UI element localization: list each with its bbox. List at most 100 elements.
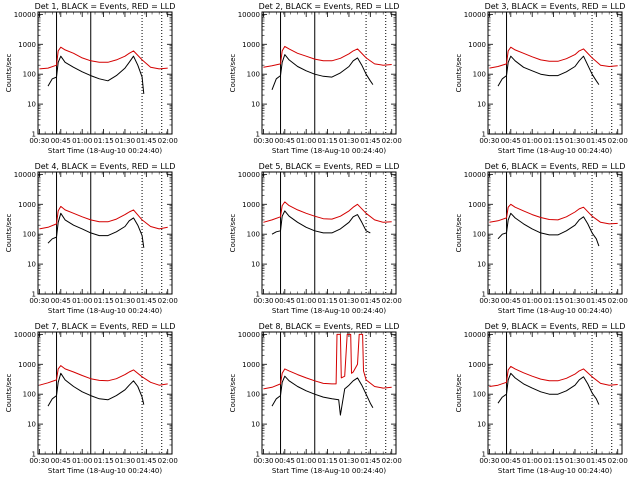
chart-title: Det 8, BLACK = Events, RED = LLD [259, 322, 400, 331]
x-tick-label: 00:45 [51, 137, 71, 145]
chart-panel-6: Det 6, BLACK = Events, RED = LLD Counts/s… [455, 162, 628, 315]
x-tick-label: 00:45 [275, 137, 295, 145]
x-tick-label: 01:00 [522, 137, 542, 145]
plot-frame [487, 171, 623, 295]
x-tick-label: 01:45 [136, 457, 156, 465]
x-tick-label: 00:45 [275, 457, 295, 465]
x-axis-label: Start Time (18-Aug-10 00:24:40) [272, 467, 386, 475]
plot-frame [261, 331, 397, 455]
y-tick-label: 100 [247, 71, 260, 79]
chart-title: Det 7, BLACK = Events, RED = LLD [35, 322, 176, 331]
x-tick-label: 00:30 [479, 457, 499, 465]
x-tick-label: 01:30 [339, 297, 359, 305]
y-tick-label: 10 [27, 101, 36, 109]
x-tick-label: 01:15 [93, 457, 113, 465]
x-tick-label: 01:45 [586, 457, 606, 465]
chart-panel-8: Det 8, BLACK = Events, RED = LLD Counts/s… [229, 322, 402, 475]
chart-panel-9: Det 9, BLACK = Events, RED = LLD Counts/s… [455, 322, 628, 475]
x-tick-label: 00:45 [501, 297, 521, 305]
series-line-lld [39, 46, 168, 70]
plot-frame [37, 171, 173, 295]
x-tick-label: 01:00 [522, 297, 542, 305]
x-tick-label: 00:45 [275, 297, 295, 305]
y-tick-label: 1000 [468, 41, 486, 49]
x-tick-label: 00:45 [501, 137, 521, 145]
y-tick-label: 1000 [242, 41, 260, 49]
y-tick-label: 10 [251, 421, 260, 429]
x-axis-label: Start Time (18-Aug-10 00:24:40) [48, 307, 162, 315]
y-axis-label: Counts/sec [5, 214, 13, 253]
x-axis-label: Start Time (18-Aug-10 00:24:40) [498, 307, 612, 315]
x-tick-label: 01:00 [296, 297, 316, 305]
series-line-lld [39, 365, 168, 386]
x-tick-label: 01:45 [586, 137, 606, 145]
y-tick-label: 1000 [468, 201, 486, 209]
x-tick-label: 00:30 [253, 297, 273, 305]
chart-panel-4: Det 4, BLACK = Events, RED = LLD Counts/s… [5, 162, 178, 315]
y-axis-label: Counts/sec [229, 374, 237, 413]
x-tick-label: 02:00 [158, 457, 178, 465]
x-tick-label: 01:15 [93, 297, 113, 305]
x-tick-label: 01:30 [565, 457, 585, 465]
x-tick-label: 01:00 [72, 457, 92, 465]
x-tick-label: 02:00 [608, 297, 628, 305]
series-line-lld [263, 45, 392, 68]
y-tick-label: 10000 [14, 171, 36, 179]
x-tick-label: 01:45 [360, 457, 380, 465]
x-tick-label: 01:30 [115, 297, 135, 305]
y-axis-label: Counts/sec [455, 374, 463, 413]
y-tick-label: 1 [256, 131, 260, 139]
x-tick-label: 01:30 [339, 457, 359, 465]
series-line-lld [489, 203, 618, 225]
series-line-lld [39, 205, 168, 230]
y-axis-label: Counts/sec [229, 214, 237, 253]
chart-panel-3: Det 3, BLACK = Events, RED = LLD Counts/s… [455, 2, 628, 155]
plot-frame [487, 11, 623, 135]
y-tick-label: 1 [32, 451, 36, 459]
y-tick-label: 1000 [468, 361, 486, 369]
y-tick-label: 100 [473, 391, 486, 399]
plot-frame [37, 331, 173, 455]
series-line-events [47, 55, 145, 94]
chart-title: Det 2, BLACK = Events, RED = LLD [259, 2, 400, 11]
y-tick-label: 100 [23, 391, 36, 399]
x-tick-label: 02:00 [608, 457, 628, 465]
y-tick-label: 1000 [242, 201, 260, 209]
series-line-lld [263, 333, 392, 390]
x-tick-label: 00:45 [51, 297, 71, 305]
y-axis-label: Counts/sec [5, 374, 13, 413]
y-tick-label: 10000 [464, 11, 486, 19]
x-tick-label: 00:30 [253, 457, 273, 465]
y-tick-label: 1000 [18, 41, 36, 49]
series-line-events [47, 212, 145, 248]
y-tick-label: 10 [251, 261, 260, 269]
y-axis-label: Counts/sec [455, 54, 463, 93]
y-tick-label: 10 [477, 261, 486, 269]
chart-title: Det 1, BLACK = Events, RED = LLD [35, 2, 176, 11]
y-tick-label: 100 [23, 231, 36, 239]
series-line-lld [263, 201, 392, 223]
chart-title: Det 9, BLACK = Events, RED = LLD [485, 322, 626, 331]
y-tick-label: 1 [482, 131, 486, 139]
y-axis-label: Counts/sec [229, 54, 237, 93]
x-tick-label: 01:15 [543, 457, 563, 465]
y-tick-label: 100 [473, 71, 486, 79]
series-line-events [271, 375, 374, 416]
y-tick-label: 1000 [18, 361, 36, 369]
x-tick-label: 01:30 [115, 457, 135, 465]
x-tick-label: 01:15 [93, 137, 113, 145]
x-tick-label: 01:30 [115, 137, 135, 145]
y-tick-label: 1 [482, 451, 486, 459]
y-tick-label: 10000 [238, 11, 260, 19]
x-tick-label: 00:45 [501, 457, 521, 465]
x-tick-label: 01:45 [136, 297, 156, 305]
y-tick-label: 10 [477, 101, 486, 109]
x-tick-label: 01:15 [543, 297, 563, 305]
x-tick-label: 00:30 [479, 297, 499, 305]
chart-panel-5: Det 5, BLACK = Events, RED = LLD Counts/s… [229, 162, 402, 315]
series-line-events [271, 210, 371, 235]
x-axis-label: Start Time (18-Aug-10 00:24:40) [498, 467, 612, 475]
series-line-events [497, 55, 600, 87]
y-tick-label: 1 [256, 291, 260, 299]
